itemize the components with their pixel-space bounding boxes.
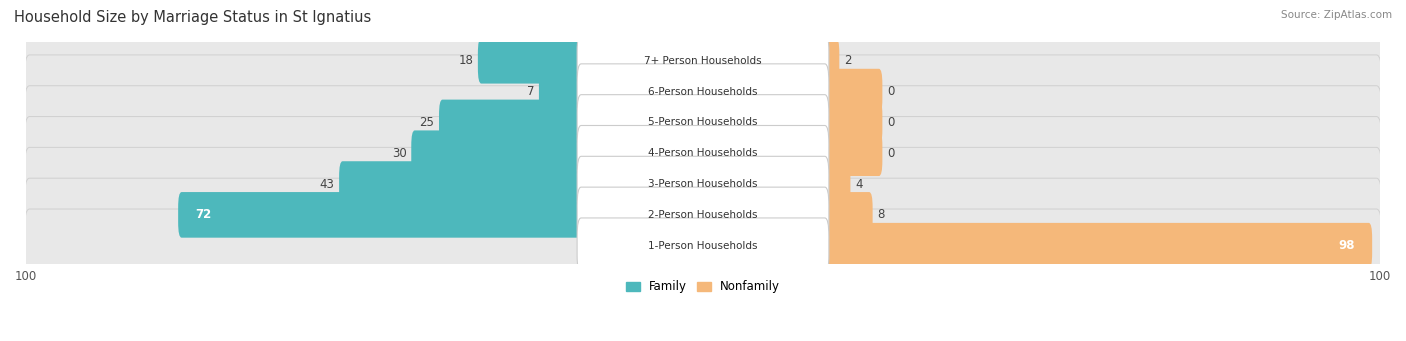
FancyBboxPatch shape (576, 218, 830, 273)
Text: 30: 30 (392, 147, 406, 160)
FancyBboxPatch shape (24, 55, 1382, 128)
FancyBboxPatch shape (24, 24, 1382, 98)
FancyBboxPatch shape (179, 192, 585, 238)
Text: Source: ZipAtlas.com: Source: ZipAtlas.com (1281, 10, 1392, 20)
Text: 7+ Person Households: 7+ Person Households (644, 56, 762, 66)
FancyBboxPatch shape (24, 209, 1382, 282)
Text: 98: 98 (1339, 239, 1355, 252)
FancyBboxPatch shape (24, 147, 1382, 221)
Text: 0: 0 (887, 147, 894, 160)
FancyBboxPatch shape (821, 161, 851, 207)
FancyBboxPatch shape (339, 161, 585, 207)
FancyBboxPatch shape (538, 69, 585, 114)
Text: 3-Person Households: 3-Person Households (648, 179, 758, 189)
Text: 8: 8 (877, 208, 884, 221)
FancyBboxPatch shape (576, 33, 830, 89)
FancyBboxPatch shape (821, 223, 1372, 268)
Text: 25: 25 (419, 116, 434, 129)
Legend: Family, Nonfamily: Family, Nonfamily (621, 276, 785, 298)
Text: 5-Person Households: 5-Person Households (648, 117, 758, 128)
Text: 6-Person Households: 6-Person Households (648, 87, 758, 97)
FancyBboxPatch shape (821, 38, 839, 84)
FancyBboxPatch shape (821, 69, 883, 114)
Text: 0: 0 (887, 116, 894, 129)
Text: 2: 2 (844, 54, 852, 67)
FancyBboxPatch shape (576, 95, 830, 150)
FancyBboxPatch shape (24, 178, 1382, 252)
Text: 0: 0 (887, 85, 894, 98)
Text: 72: 72 (195, 208, 211, 221)
FancyBboxPatch shape (412, 130, 585, 176)
Text: 1-Person Households: 1-Person Households (648, 241, 758, 251)
Text: 4-Person Households: 4-Person Households (648, 148, 758, 158)
Text: 2-Person Households: 2-Person Households (648, 210, 758, 220)
Text: 43: 43 (319, 178, 335, 191)
Text: Household Size by Marriage Status in St Ignatius: Household Size by Marriage Status in St … (14, 10, 371, 25)
FancyBboxPatch shape (821, 100, 883, 145)
Text: 4: 4 (855, 178, 863, 191)
Text: 7: 7 (527, 85, 534, 98)
FancyBboxPatch shape (439, 100, 585, 145)
FancyBboxPatch shape (576, 125, 830, 181)
FancyBboxPatch shape (24, 86, 1382, 159)
FancyBboxPatch shape (821, 192, 873, 238)
FancyBboxPatch shape (576, 156, 830, 212)
FancyBboxPatch shape (24, 117, 1382, 190)
FancyBboxPatch shape (576, 187, 830, 242)
FancyBboxPatch shape (576, 64, 830, 119)
FancyBboxPatch shape (478, 38, 585, 84)
FancyBboxPatch shape (821, 130, 883, 176)
Text: 18: 18 (458, 54, 474, 67)
